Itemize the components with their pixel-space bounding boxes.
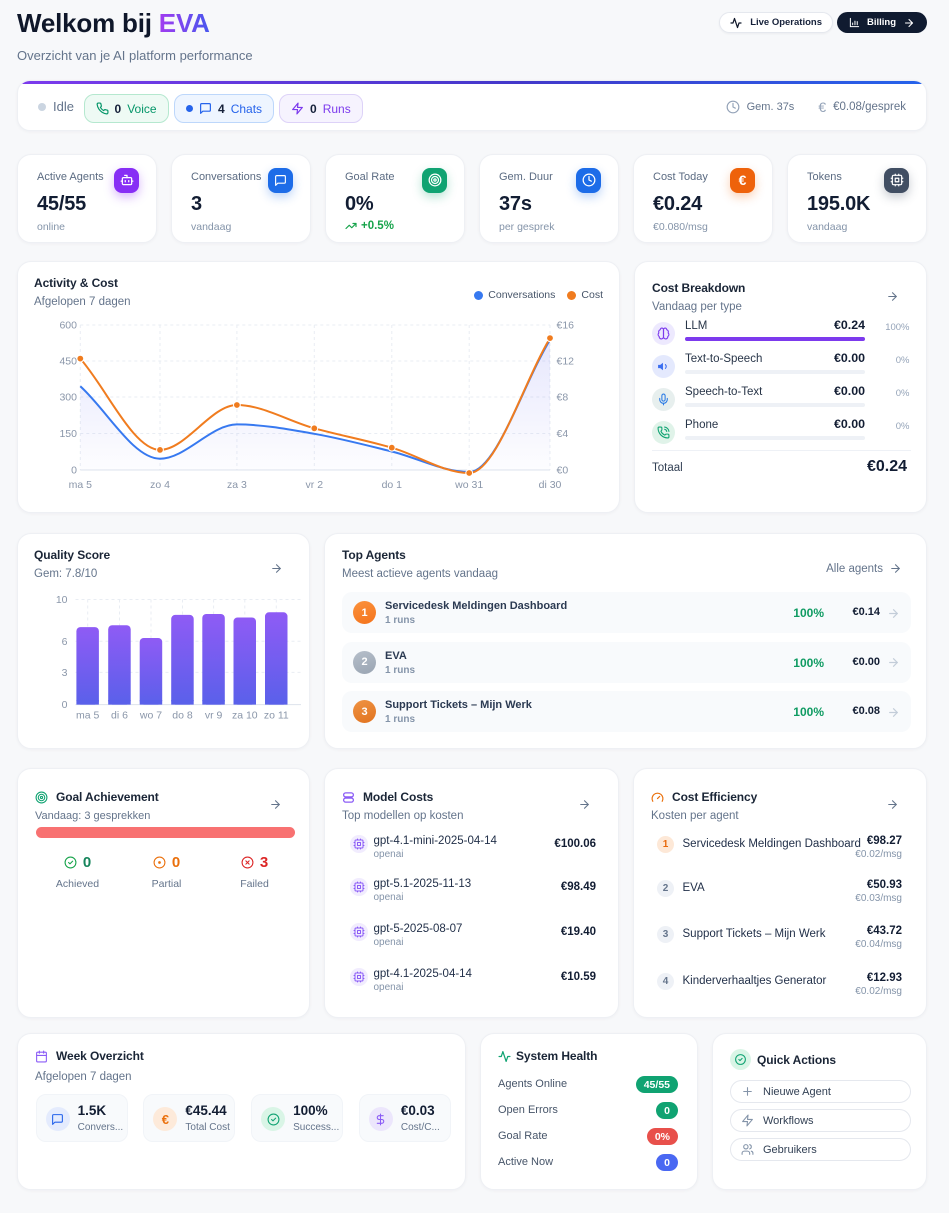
svg-text:€0: €0 xyxy=(557,465,569,477)
svg-text:wo 31: wo 31 xyxy=(454,479,483,491)
svg-text:za 3: za 3 xyxy=(227,479,247,491)
svg-text:€4: €4 xyxy=(557,428,569,440)
svg-text:10: 10 xyxy=(56,594,68,606)
svg-text:0: 0 xyxy=(71,465,77,477)
svg-text:do 1: do 1 xyxy=(382,479,403,491)
svg-text:zo 11: zo 11 xyxy=(264,710,289,722)
svg-text:wo 7: wo 7 xyxy=(139,710,162,722)
svg-text:vr 9: vr 9 xyxy=(205,710,223,722)
svg-text:€12: €12 xyxy=(557,356,575,368)
svg-text:do 8: do 8 xyxy=(172,710,193,722)
svg-text:€8: €8 xyxy=(557,392,569,404)
svg-text:3: 3 xyxy=(62,667,68,679)
svg-text:€16: €16 xyxy=(557,320,575,332)
svg-text:ma 5: ma 5 xyxy=(69,479,93,491)
svg-text:di 30: di 30 xyxy=(539,479,562,491)
svg-text:zo 4: zo 4 xyxy=(150,479,170,491)
svg-text:150: 150 xyxy=(59,428,77,440)
svg-text:0: 0 xyxy=(62,699,68,711)
svg-text:ma 5: ma 5 xyxy=(76,710,100,722)
svg-text:450: 450 xyxy=(59,356,77,368)
svg-text:di 6: di 6 xyxy=(111,710,128,722)
svg-text:vr 2: vr 2 xyxy=(306,479,324,491)
svg-text:300: 300 xyxy=(59,392,77,404)
svg-text:6: 6 xyxy=(62,636,68,648)
svg-text:600: 600 xyxy=(59,320,77,332)
svg-text:za 10: za 10 xyxy=(232,710,258,722)
